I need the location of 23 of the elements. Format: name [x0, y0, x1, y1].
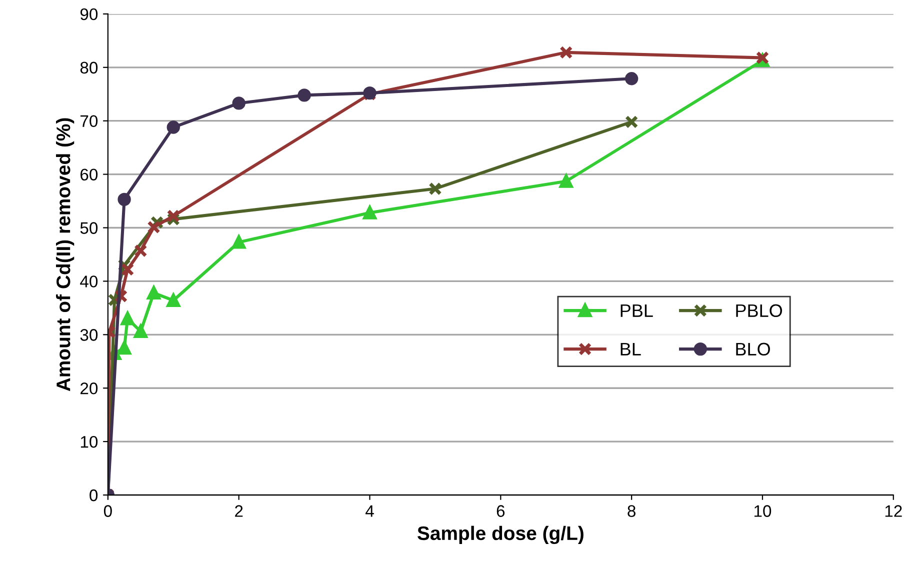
y-tick-label: 70 — [80, 115, 98, 128]
y-tick-label: 20 — [80, 382, 98, 394]
x-tick-label: 0 — [104, 505, 112, 517]
x-tick-label: 6 — [496, 505, 505, 517]
y-tick-label: 30 — [80, 329, 98, 341]
y-tick-label: 50 — [80, 222, 98, 234]
y-tick-label: 10 — [80, 436, 98, 448]
legend-label: PBL — [620, 304, 653, 317]
x-axis-title: Sample dose (g/L) — [418, 526, 584, 544]
y-tick-label: 60 — [80, 168, 98, 181]
x-tick-label: 10 — [754, 505, 772, 517]
x-tick-label: 8 — [628, 505, 636, 517]
x-tick-label: 12 — [885, 505, 902, 517]
legend-label: BL — [620, 342, 641, 356]
y-tick-label: 0 — [90, 489, 98, 502]
y-tick-label: 80 — [80, 62, 98, 74]
x-tick-label: 4 — [366, 505, 374, 517]
y-tick-label: 40 — [80, 276, 98, 288]
y-axis-title: Amount of Cd(II) removed (%) — [56, 118, 74, 392]
y-tick-label: 90 — [80, 8, 98, 20]
legend-label: PBLO — [736, 304, 782, 318]
x-tick-label: 2 — [235, 505, 243, 517]
legend-label: BLO — [736, 342, 770, 356]
